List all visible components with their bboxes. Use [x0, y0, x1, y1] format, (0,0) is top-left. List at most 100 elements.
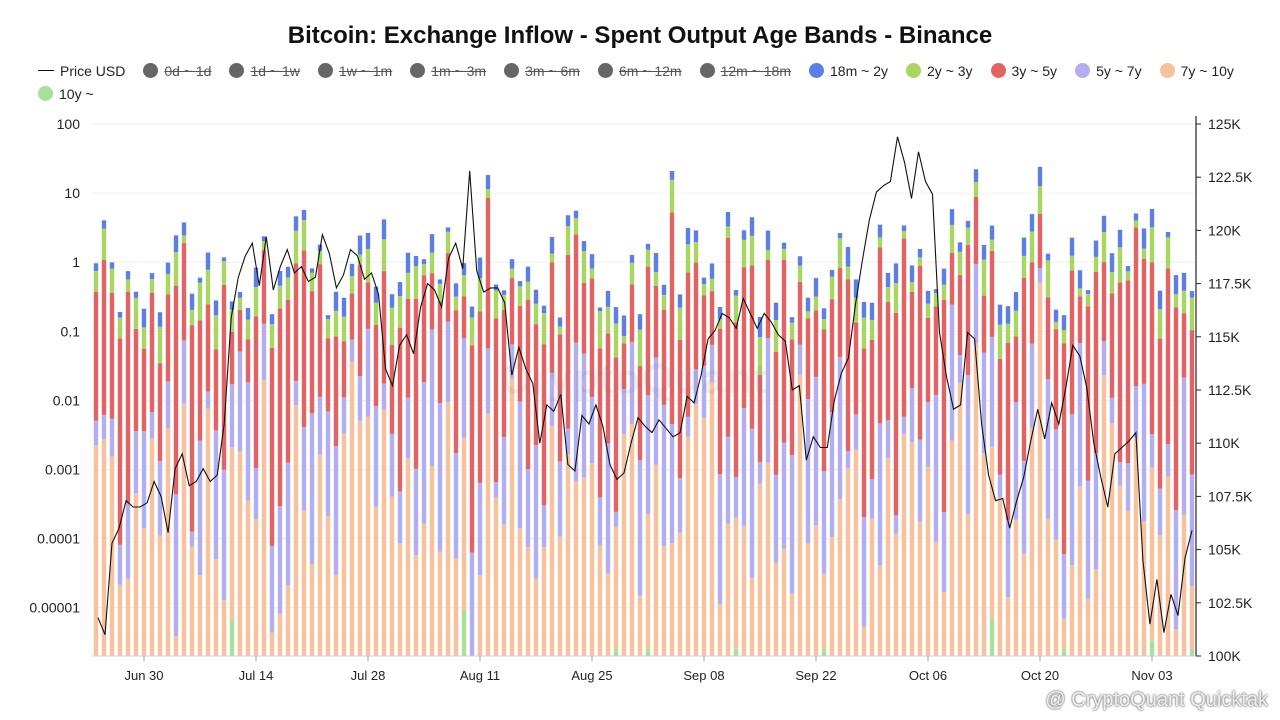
bar-segment-7y-10y: [285, 585, 291, 656]
bar-segment-18m-2y: [517, 281, 523, 287]
bar-segment-3y-5y: [237, 309, 243, 352]
bar-segment-2y-3y: [997, 324, 1003, 359]
bar-segment-3y-5y: [1093, 271, 1099, 454]
legend-item-1d-1w[interactable]: 1d ~ 1w: [229, 60, 300, 81]
bar-segment-7y-10y: [773, 562, 779, 656]
bar-segment-18m-2y: [117, 311, 123, 318]
bar-segment-5y-7y: [709, 344, 715, 381]
bar-segment-2y-3y: [765, 249, 771, 260]
bar-segment-18m-2y: [453, 283, 459, 297]
bar-segment-3y-5y: [957, 274, 963, 356]
bar-segment-18m-2y: [1069, 237, 1075, 256]
legend-item-2y-3y[interactable]: 2y ~ 3y: [906, 60, 973, 81]
legend-item-7y-10y[interactable]: 7y ~ 10y: [1159, 60, 1234, 81]
bar-segment-3y-5y: [541, 344, 547, 506]
bar-segment-2y-3y: [1101, 232, 1107, 263]
bar-segment-3y-5y: [197, 320, 203, 441]
bar-segment-5y-7y: [189, 531, 195, 547]
bar-segment-2y-3y: [653, 271, 659, 286]
bar-segment-2y-3y: [1141, 248, 1147, 259]
bar-segment-5y-7y: [533, 445, 539, 579]
x-tick-label: Aug 11: [460, 668, 500, 683]
bar-segment-18m-2y: [413, 255, 419, 267]
legend-item-1m-3m[interactable]: 1m ~ 3m: [410, 60, 486, 81]
bar-segment-18m-2y: [813, 278, 819, 297]
bar-segment-3y-5y: [109, 292, 115, 419]
bar-segment-5y-7y: [621, 389, 627, 435]
bar-segment-7y-10y: [565, 453, 571, 656]
bar-segment-3y-5y: [733, 322, 739, 477]
legend-item-3y-5y[interactable]: 3y ~ 5y: [990, 60, 1057, 81]
bar-segment-7y-10y: [349, 361, 355, 656]
bar-segment-3y-5y: [373, 324, 379, 407]
bar-segment-18m-2y: [757, 316, 763, 338]
bar-segment-5y-7y: [877, 423, 883, 566]
bar-segment-2y-3y: [173, 252, 179, 286]
bar-segment-18m-2y: [181, 222, 187, 236]
legend-item-18m-2y[interactable]: 18m ~ 2y: [809, 60, 888, 81]
bar-segment-3y-5y: [805, 318, 811, 400]
bar-segment-5y-7y: [1053, 429, 1059, 540]
bar-segment-18m-2y: [253, 267, 259, 288]
y-left-tick-label: 0.0001: [37, 531, 80, 547]
bar-segment-18m-2y: [1149, 209, 1155, 228]
bar-segment-7y-10y: [949, 440, 955, 656]
bar-segment-5y-7y: [1117, 462, 1123, 486]
legend-item-price[interactable]: Price USD: [38, 60, 125, 81]
bar-segment-2y-3y: [1013, 310, 1019, 337]
bar-segment-2y-3y: [805, 311, 811, 319]
bar-segment-18m-2y: [989, 225, 995, 240]
bar-segment-5y-7y: [1173, 510, 1179, 630]
legend-item-0d-1d[interactable]: 0d ~ 1d: [143, 60, 211, 81]
bar-segment-18m-2y: [589, 254, 595, 269]
legend-item-10y-plus[interactable]: 10y ~: [38, 83, 94, 104]
bar-segment-18m-2y: [861, 301, 867, 318]
bar-segment-18m-2y: [349, 263, 355, 277]
bar-segment-7y-10y: [357, 420, 363, 656]
bar-segment-7y-10y: [765, 462, 771, 656]
bar-segment-18m-2y: [173, 235, 179, 253]
bar-segment-2y-3y: [525, 281, 531, 300]
bar-segment-7y-10y: [645, 513, 651, 650]
legend-item-12m-18m[interactable]: 12m ~ 18m: [699, 60, 791, 81]
bar-segment-7y-10y: [957, 382, 963, 656]
bar-segment-2y-3y: [205, 269, 211, 305]
bar-segment-2y-3y: [301, 220, 307, 251]
bar-segment-18m-2y: [405, 252, 411, 273]
bar-segment-2y-3y: [493, 290, 499, 319]
legend-item-5y-7y[interactable]: 5y ~ 7y: [1075, 60, 1142, 81]
legend-color-swatch: [906, 63, 921, 78]
bar-segment-18m-2y: [325, 315, 331, 320]
bar-segment-5y-7y: [1101, 341, 1107, 376]
bar-segment-5y-7y: [485, 348, 491, 414]
bar-segment-10y-plus: [1061, 649, 1067, 656]
bar-segment-3y-5y: [1069, 270, 1075, 415]
bar-segment-2y-3y: [837, 238, 843, 268]
bar-segment-18m-2y: [1005, 306, 1011, 324]
bar-segment-2y-3y: [365, 248, 371, 283]
bar-segment-2y-3y: [733, 295, 739, 323]
bar-segment-18m-2y: [733, 290, 739, 296]
bar-segment-3y-5y: [845, 279, 851, 451]
bar-segment-3y-5y: [133, 328, 139, 432]
bar-segment-5y-7y: [869, 479, 875, 519]
legend-item-6m-12m[interactable]: 6m ~ 12m: [597, 60, 682, 81]
bar-segment-3y-5y: [429, 273, 435, 330]
bar-segment-3y-5y: [493, 318, 499, 483]
bar-segment-5y-7y: [349, 339, 355, 362]
bar-segment-2y-3y: [589, 268, 595, 279]
bar-segment-2y-3y: [1045, 260, 1051, 298]
bar-segment-3y-5y: [589, 278, 595, 397]
bar-segment-5y-7y: [285, 462, 291, 586]
bar-segment-18m-2y: [1029, 214, 1035, 232]
legend-label: 5y ~ 7y: [1096, 62, 1142, 79]
bar-segment-3y-5y: [1021, 277, 1027, 461]
bar-segment-2y-3y: [773, 320, 779, 352]
bar-segment-3y-5y: [333, 336, 339, 447]
bar-segment-18m-2y: [1125, 266, 1131, 272]
legend-item-3m-6m[interactable]: 3m ~ 6m: [504, 60, 580, 81]
bar-segment-7y-10y: [693, 403, 699, 656]
bar-segment-2y-3y: [1109, 272, 1115, 294]
bar-segment-18m-2y: [685, 227, 691, 245]
legend-item-1w-1m[interactable]: 1w ~ 1m: [317, 60, 392, 81]
